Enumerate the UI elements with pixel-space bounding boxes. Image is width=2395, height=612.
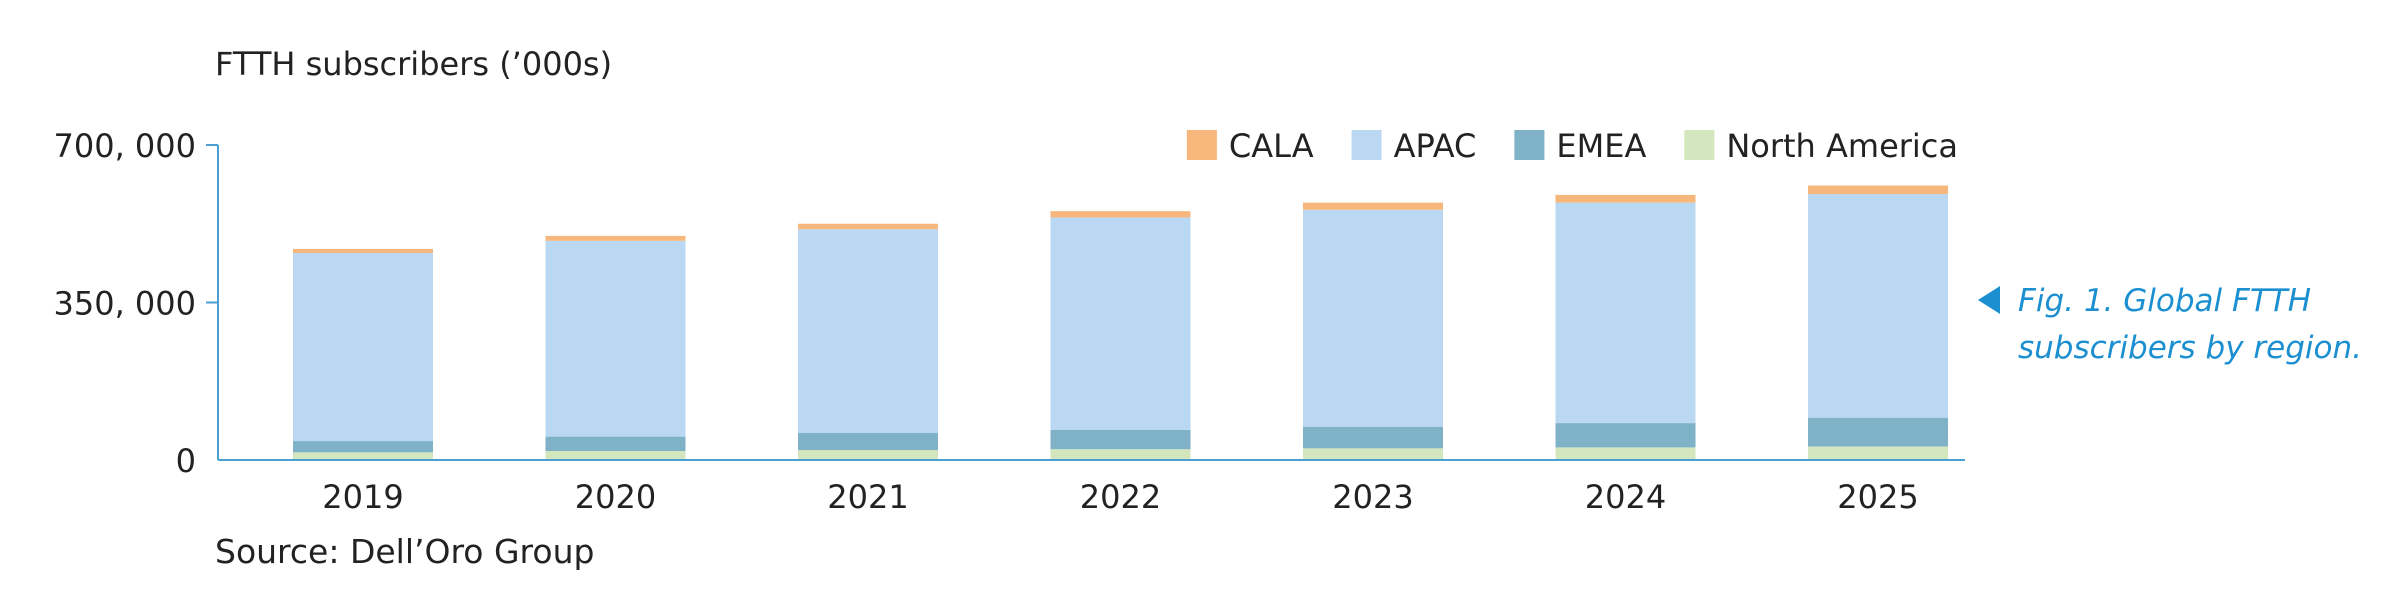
bar-segment-apac-2024 bbox=[1555, 202, 1696, 424]
bar-segment-emea-2025 bbox=[1808, 417, 1948, 447]
y-axis-title: FTTH subscribers (’000s) bbox=[215, 45, 613, 83]
bar-segment-emea-2021 bbox=[798, 433, 938, 451]
x-tick-label: 2024 bbox=[1585, 478, 1666, 516]
bar-segment-north-america-2022 bbox=[1050, 449, 1191, 460]
bar-segment-emea-2024 bbox=[1555, 423, 1696, 448]
bar-segment-apac-2020 bbox=[545, 240, 686, 437]
legend-label-emea: EMEA bbox=[1556, 127, 1646, 165]
legend-swatch-cala bbox=[1186, 130, 1217, 160]
bar-segment-apac-2019 bbox=[293, 253, 433, 442]
bar-segment-cala-2024 bbox=[1555, 194, 1696, 203]
x-tick-label: 2020 bbox=[575, 478, 656, 516]
figure-caption: Fig. 1. Global FTTH subscribers by regio… bbox=[1978, 278, 2378, 372]
legend-label-apac: APAC bbox=[1394, 127, 1477, 165]
bar-segment-north-america-2020 bbox=[545, 451, 686, 460]
bar-segment-cala-2022 bbox=[1050, 211, 1191, 218]
legend-swatch-emea bbox=[1514, 130, 1545, 160]
legend-label-north-america: North America bbox=[1726, 127, 1958, 165]
bar-segment-apac-2023 bbox=[1303, 209, 1443, 427]
x-tick-label: 2021 bbox=[827, 478, 908, 516]
bar-segment-emea-2023 bbox=[1303, 426, 1443, 449]
bar-segment-apac-2021 bbox=[798, 229, 938, 433]
bar-segment-cala-2021 bbox=[798, 223, 938, 230]
x-tick-label: 2019 bbox=[322, 478, 403, 516]
bar-segment-north-america-2025 bbox=[1808, 446, 1948, 460]
x-tick-label: 2022 bbox=[1080, 478, 1161, 516]
legend-swatch-north-america bbox=[1684, 130, 1715, 160]
bar-segment-emea-2019 bbox=[293, 441, 433, 453]
legend-swatch-apac bbox=[1351, 130, 1382, 160]
bar-segment-north-america-2021 bbox=[798, 450, 938, 460]
bar-segment-apac-2025 bbox=[1808, 194, 1948, 418]
caption-line-2: subscribers by region. bbox=[2018, 330, 2362, 366]
y-tick-label: 700, 000 bbox=[54, 127, 197, 165]
y-tick-label: 0 bbox=[176, 442, 196, 480]
bar-segment-north-america-2024 bbox=[1555, 447, 1696, 460]
bar-segment-cala-2023 bbox=[1303, 202, 1443, 210]
bar-segment-north-america-2019 bbox=[293, 452, 433, 460]
bar-segment-emea-2020 bbox=[545, 436, 686, 451]
bars-layer bbox=[293, 185, 1948, 460]
caption-arrow-icon bbox=[1978, 286, 2000, 314]
bar-segment-cala-2020 bbox=[545, 235, 686, 241]
x-tick-label: 2025 bbox=[1837, 478, 1918, 516]
bar-segment-north-america-2023 bbox=[1303, 448, 1443, 460]
x-tick-label: 2023 bbox=[1332, 478, 1413, 516]
legend-label-cala: CALA bbox=[1229, 127, 1314, 165]
legend-layer: CALA APAC EMEA North America bbox=[1186, 127, 1958, 165]
bar-segment-apac-2022 bbox=[1050, 217, 1191, 430]
bar-segment-emea-2022 bbox=[1050, 429, 1191, 450]
bar-segment-cala-2019 bbox=[293, 248, 433, 253]
bar-segment-cala-2025 bbox=[1808, 185, 1948, 195]
y-tick-label: 350, 000 bbox=[54, 285, 197, 323]
caption-line-1: Fig. 1. Global FTTH bbox=[2018, 283, 2312, 319]
axes-layer: 2019 2020 2021 2022 2023 2024 2025 0 350, 000 700… bbox=[54, 127, 1965, 516]
source-note: Source: Dell’Oro Group bbox=[215, 532, 595, 571]
